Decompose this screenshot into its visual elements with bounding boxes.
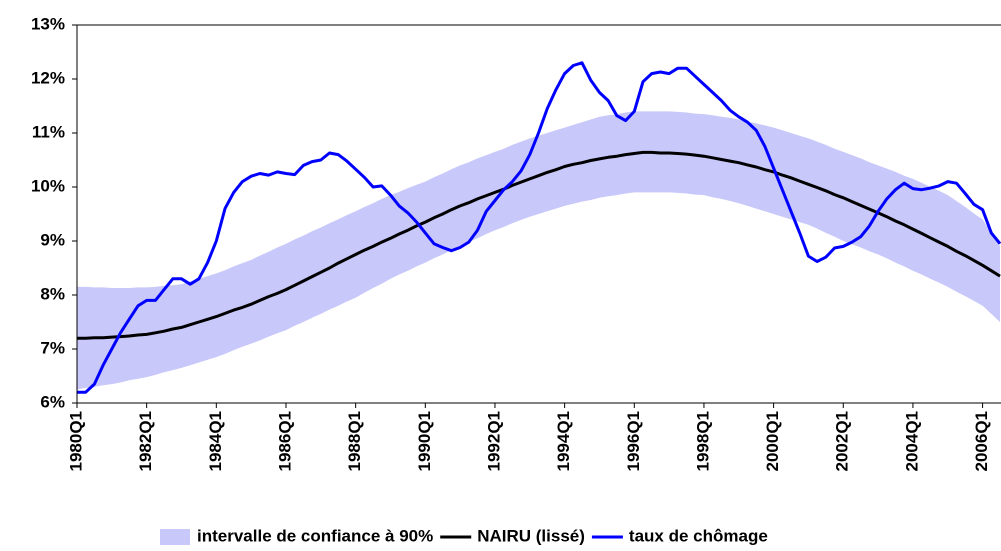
- x-tick-label: 1980Q1: [66, 411, 85, 472]
- x-tick-label: 1984Q1: [206, 411, 225, 472]
- y-tick-label: 6%: [40, 392, 65, 411]
- y-tick-label: 12%: [31, 68, 65, 87]
- series-line: [77, 61, 1001, 394]
- x-tick-label: 1996Q1: [624, 411, 643, 472]
- x-tick-label: 1990Q1: [415, 411, 434, 472]
- legend-label: taux de chômage: [629, 526, 768, 545]
- y-tick-label: 11%: [32, 122, 65, 141]
- x-tick-label: 2000Q1: [763, 411, 782, 472]
- confidence-band: [77, 111, 1000, 390]
- x-tick-label: 1992Q1: [484, 411, 503, 472]
- x-tick-label: 2004Q1: [902, 411, 921, 472]
- x-tick-label: 2006Q1: [972, 411, 991, 472]
- y-tick-label: 9%: [40, 230, 65, 249]
- legend-label: intervalle de confiance à 90%: [197, 526, 433, 545]
- x-tick-label: 2002Q1: [833, 411, 852, 472]
- x-tick-label: 1982Q1: [136, 411, 155, 472]
- x-tick-label: 1998Q1: [693, 411, 712, 472]
- series-line: [77, 150, 1001, 340]
- y-tick-label: 7%: [40, 338, 65, 357]
- y-tick-label: 10%: [31, 176, 65, 195]
- y-tick-label: 8%: [40, 284, 65, 303]
- legend-swatch: [160, 529, 190, 545]
- x-tick-label: 1988Q1: [345, 411, 364, 472]
- x-tick-label: 1994Q1: [554, 411, 573, 472]
- y-tick-label: 13%: [31, 14, 65, 33]
- x-tick-label: 1986Q1: [275, 411, 294, 472]
- legend-label: NAIRU (lissé): [477, 526, 585, 545]
